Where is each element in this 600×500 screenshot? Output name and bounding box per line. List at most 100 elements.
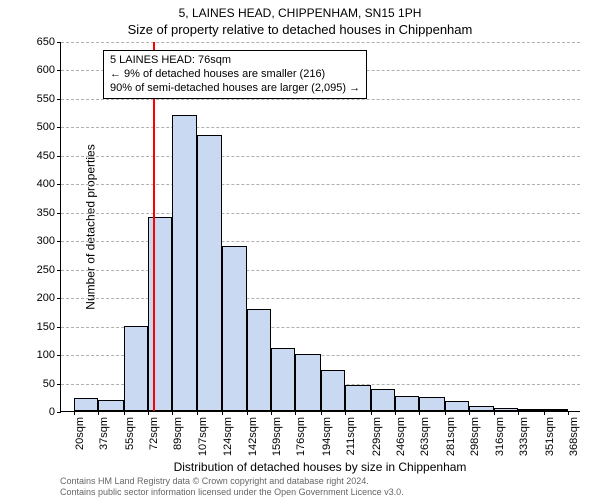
xtick-mark	[172, 411, 173, 415]
histogram-bar	[295, 354, 321, 411]
xtick-mark	[544, 411, 545, 415]
histogram-bar	[197, 135, 221, 411]
annotation-box: 5 LAINES HEAD: 76sqm← 9% of detached hou…	[103, 50, 367, 99]
histogram-bar	[247, 309, 271, 411]
xtick-label: 107sqm	[197, 417, 209, 456]
ytick-label: 0	[49, 406, 55, 418]
histogram-bar	[271, 348, 295, 411]
xtick-mark	[295, 411, 296, 415]
xtick-mark	[74, 411, 75, 415]
chart-suptitle: 5, LAINES HEAD, CHIPPENHAM, SN15 1PH	[0, 6, 600, 20]
xtick-mark	[271, 411, 272, 415]
gridline	[61, 241, 580, 242]
ytick-mark	[57, 99, 61, 100]
ytick-label: 200	[37, 292, 55, 304]
xtick-label: 176sqm	[295, 417, 307, 456]
histogram-bar	[494, 408, 518, 411]
xtick-label: 351sqm	[544, 417, 556, 456]
xtick-mark	[419, 411, 420, 415]
annotation-line-1: 5 LAINES HEAD: 76sqm	[110, 54, 360, 68]
xtick-mark	[371, 411, 372, 415]
histogram-bar	[321, 370, 345, 411]
xtick-label: 159sqm	[271, 417, 283, 456]
histogram-bar	[148, 217, 172, 411]
xtick-mark	[321, 411, 322, 415]
ytick-label: 650	[37, 36, 55, 48]
ytick-label: 50	[43, 378, 55, 390]
ytick-mark	[57, 127, 61, 128]
plot-area: 0501001502002503003504004505005506006502…	[60, 42, 580, 412]
gridline	[61, 184, 580, 185]
histogram-bar	[544, 409, 568, 411]
xtick-label: 211sqm	[345, 417, 357, 455]
ytick-label: 150	[37, 321, 55, 333]
xtick-mark	[445, 411, 446, 415]
histogram-bar	[445, 401, 469, 411]
chart-container: 5, LAINES HEAD, CHIPPENHAM, SN15 1PH Siz…	[0, 0, 600, 500]
xtick-label: 194sqm	[321, 417, 333, 456]
ytick-label: 250	[37, 264, 55, 276]
gridline	[61, 270, 580, 271]
xtick-label: 124sqm	[222, 417, 234, 456]
ytick-mark	[57, 270, 61, 271]
xtick-label: 20sqm	[74, 417, 86, 450]
histogram-bar	[395, 396, 419, 411]
ytick-mark	[57, 412, 61, 413]
xtick-label: 89sqm	[172, 417, 184, 450]
histogram-bar	[518, 409, 544, 411]
ytick-label: 600	[37, 64, 55, 76]
ytick-mark	[57, 42, 61, 43]
ytick-label: 450	[37, 150, 55, 162]
ytick-mark	[57, 184, 61, 185]
xtick-label: 263sqm	[419, 417, 431, 456]
xtick-mark	[395, 411, 396, 415]
xtick-label: 142sqm	[247, 417, 259, 456]
xtick-mark	[222, 411, 223, 415]
histogram-bar	[371, 389, 395, 411]
ytick-label: 350	[37, 207, 55, 219]
ytick-label: 400	[37, 178, 55, 190]
histogram-bar	[419, 397, 445, 411]
xtick-label: 316sqm	[494, 417, 506, 456]
histogram-bar	[124, 326, 148, 411]
histogram-bar	[469, 406, 495, 411]
x-axis-label: Distribution of detached houses by size …	[60, 460, 580, 474]
footer-line-1: Contains HM Land Registry data © Crown c…	[60, 476, 404, 487]
ytick-mark	[57, 213, 61, 214]
xtick-mark	[345, 411, 346, 415]
ytick-mark	[57, 156, 61, 157]
annotation-line-3: 90% of semi-detached houses are larger (…	[110, 82, 360, 96]
histogram-bar	[345, 385, 371, 411]
gridline	[61, 213, 580, 214]
histogram-bar	[74, 398, 98, 411]
footer-text: Contains HM Land Registry data © Crown c…	[60, 476, 404, 498]
histogram-bar	[172, 115, 198, 411]
annotation-line-2: ← 9% of detached houses are smaller (216…	[110, 68, 360, 82]
gridline	[61, 127, 580, 128]
xtick-label: 37sqm	[98, 417, 110, 450]
xtick-label: 368sqm	[568, 417, 580, 456]
ytick-label: 500	[37, 121, 55, 133]
gridline	[61, 298, 580, 299]
chart-title: Size of property relative to detached ho…	[0, 22, 600, 37]
ytick-mark	[57, 241, 61, 242]
ytick-mark	[57, 298, 61, 299]
xtick-mark	[148, 411, 149, 415]
gridline	[61, 42, 580, 43]
ytick-label: 100	[37, 349, 55, 361]
xtick-label: 72sqm	[148, 417, 160, 450]
histogram-bar	[98, 400, 124, 411]
xtick-mark	[494, 411, 495, 415]
xtick-mark	[469, 411, 470, 415]
footer-line-2: Contains public sector information licen…	[60, 487, 404, 498]
xtick-mark	[124, 411, 125, 415]
gridline	[61, 156, 580, 157]
ytick-mark	[57, 384, 61, 385]
xtick-label: 229sqm	[371, 417, 383, 456]
xtick-label: 333sqm	[518, 417, 530, 456]
xtick-mark	[518, 411, 519, 415]
ytick-mark	[57, 327, 61, 328]
xtick-label: 281sqm	[445, 417, 457, 456]
ytick-mark	[57, 355, 61, 356]
xtick-mark	[98, 411, 99, 415]
